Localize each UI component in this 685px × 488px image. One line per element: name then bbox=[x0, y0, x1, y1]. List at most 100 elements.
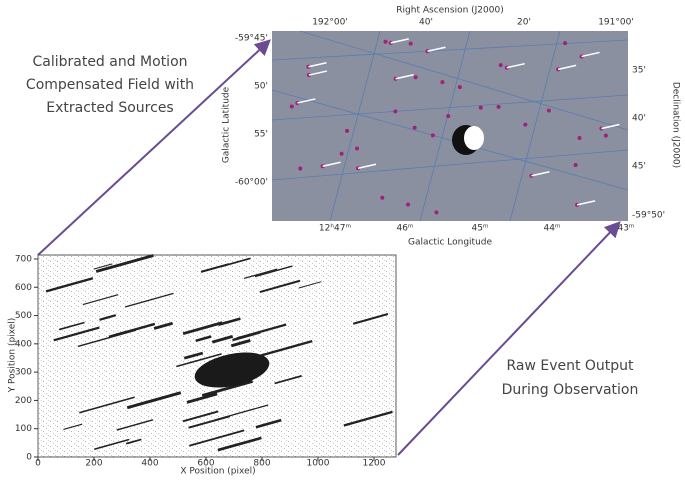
source bbox=[573, 163, 578, 168]
tick-label: 55' bbox=[254, 130, 268, 140]
source bbox=[577, 136, 582, 141]
streak bbox=[58, 321, 85, 331]
source bbox=[498, 63, 503, 68]
y-tick-label: 200 bbox=[15, 396, 32, 406]
streak bbox=[63, 423, 83, 430]
streak bbox=[343, 410, 393, 427]
streak bbox=[390, 38, 409, 44]
tick-label: 45ᵐ bbox=[471, 224, 488, 234]
streak bbox=[186, 392, 218, 404]
source bbox=[412, 125, 417, 130]
axis-label: Right Ascension (J2000) bbox=[396, 6, 503, 16]
streak bbox=[217, 436, 262, 452]
tick-label: 191°00' bbox=[598, 18, 634, 28]
streak bbox=[274, 375, 302, 385]
annotation: Extracted Sources bbox=[46, 100, 173, 116]
axis-label: Declination (J2000) bbox=[671, 82, 681, 168]
annotation: During Observation bbox=[502, 382, 639, 398]
source bbox=[413, 75, 418, 80]
source bbox=[478, 105, 483, 110]
streak bbox=[395, 74, 414, 80]
streak bbox=[99, 314, 117, 321]
streak bbox=[256, 340, 313, 358]
streak bbox=[215, 404, 269, 421]
x-tick-label: 600 bbox=[197, 459, 214, 469]
source bbox=[496, 104, 501, 109]
source bbox=[289, 104, 294, 109]
arrow bbox=[37, 39, 271, 256]
streak bbox=[108, 322, 156, 338]
y-tick-label: 600 bbox=[15, 283, 32, 293]
source bbox=[355, 146, 360, 151]
streak bbox=[601, 123, 620, 130]
tick-label: 20' bbox=[517, 18, 531, 28]
streak bbox=[236, 323, 287, 340]
source bbox=[523, 122, 528, 127]
streak bbox=[125, 438, 142, 445]
source bbox=[457, 85, 462, 90]
axis-label: Galactic Latitude bbox=[222, 86, 232, 163]
streak bbox=[124, 292, 174, 308]
streak bbox=[308, 70, 328, 76]
streak bbox=[53, 326, 100, 342]
streak bbox=[94, 438, 130, 450]
source bbox=[603, 133, 608, 138]
streak bbox=[230, 339, 251, 348]
tick-label: -60°00' bbox=[235, 178, 268, 188]
source bbox=[406, 202, 411, 207]
x-tick-label: 0 bbox=[35, 459, 41, 469]
source bbox=[408, 41, 413, 46]
tick-label: 46ᵐ bbox=[396, 224, 413, 234]
y-tick-label: 300 bbox=[15, 368, 32, 378]
event-plot: X Position (pixel) Y Position (pixel) bbox=[8, 254, 397, 477]
sky-image: Right Ascension (J2000) Galactic Latitud… bbox=[222, 6, 681, 248]
source bbox=[440, 80, 445, 85]
streak bbox=[153, 321, 174, 330]
streak bbox=[308, 61, 327, 68]
streak bbox=[189, 429, 245, 447]
streak bbox=[576, 200, 596, 206]
x-tick-label: 1000 bbox=[307, 459, 330, 469]
streak bbox=[322, 161, 341, 167]
streak bbox=[259, 279, 301, 293]
streak bbox=[182, 410, 219, 423]
x-tick-label: 200 bbox=[85, 459, 102, 469]
axis-label: Galactic Longitude bbox=[408, 238, 493, 248]
source bbox=[393, 109, 398, 114]
streak bbox=[195, 335, 212, 342]
axis-label: Y Position (pixel) bbox=[8, 318, 18, 394]
tick-label: 43ᵐ bbox=[617, 224, 634, 234]
y-tick-label: 400 bbox=[15, 339, 32, 349]
annotation: Calibrated and Motion bbox=[32, 54, 187, 70]
y-tick-label: 100 bbox=[15, 424, 32, 434]
y-tick-label: 500 bbox=[15, 311, 32, 321]
source bbox=[446, 114, 451, 119]
streak bbox=[200, 263, 229, 273]
annotation: Compensated Field with bbox=[26, 77, 194, 93]
tick-label: -59°45' bbox=[235, 34, 268, 44]
streak bbox=[79, 396, 135, 414]
streak bbox=[297, 98, 316, 104]
streak bbox=[243, 268, 278, 279]
tick-label: 35' bbox=[632, 66, 646, 76]
source bbox=[345, 128, 350, 133]
streak bbox=[557, 64, 577, 71]
streak bbox=[126, 391, 182, 410]
streak bbox=[298, 281, 322, 289]
streak bbox=[427, 46, 446, 53]
streak bbox=[352, 313, 389, 325]
tick-label: 50' bbox=[254, 82, 268, 92]
annotation: Raw Event Output bbox=[506, 358, 634, 374]
streak bbox=[255, 418, 282, 429]
source bbox=[434, 210, 439, 215]
tick-label: 12ʰ47ᵐ bbox=[319, 224, 352, 234]
x-tick-label: 800 bbox=[253, 459, 270, 469]
arrow bbox=[397, 221, 621, 456]
source bbox=[380, 195, 385, 200]
source bbox=[563, 41, 568, 46]
source bbox=[339, 151, 344, 156]
source bbox=[383, 39, 388, 44]
streak bbox=[93, 263, 113, 270]
streak bbox=[82, 294, 119, 306]
